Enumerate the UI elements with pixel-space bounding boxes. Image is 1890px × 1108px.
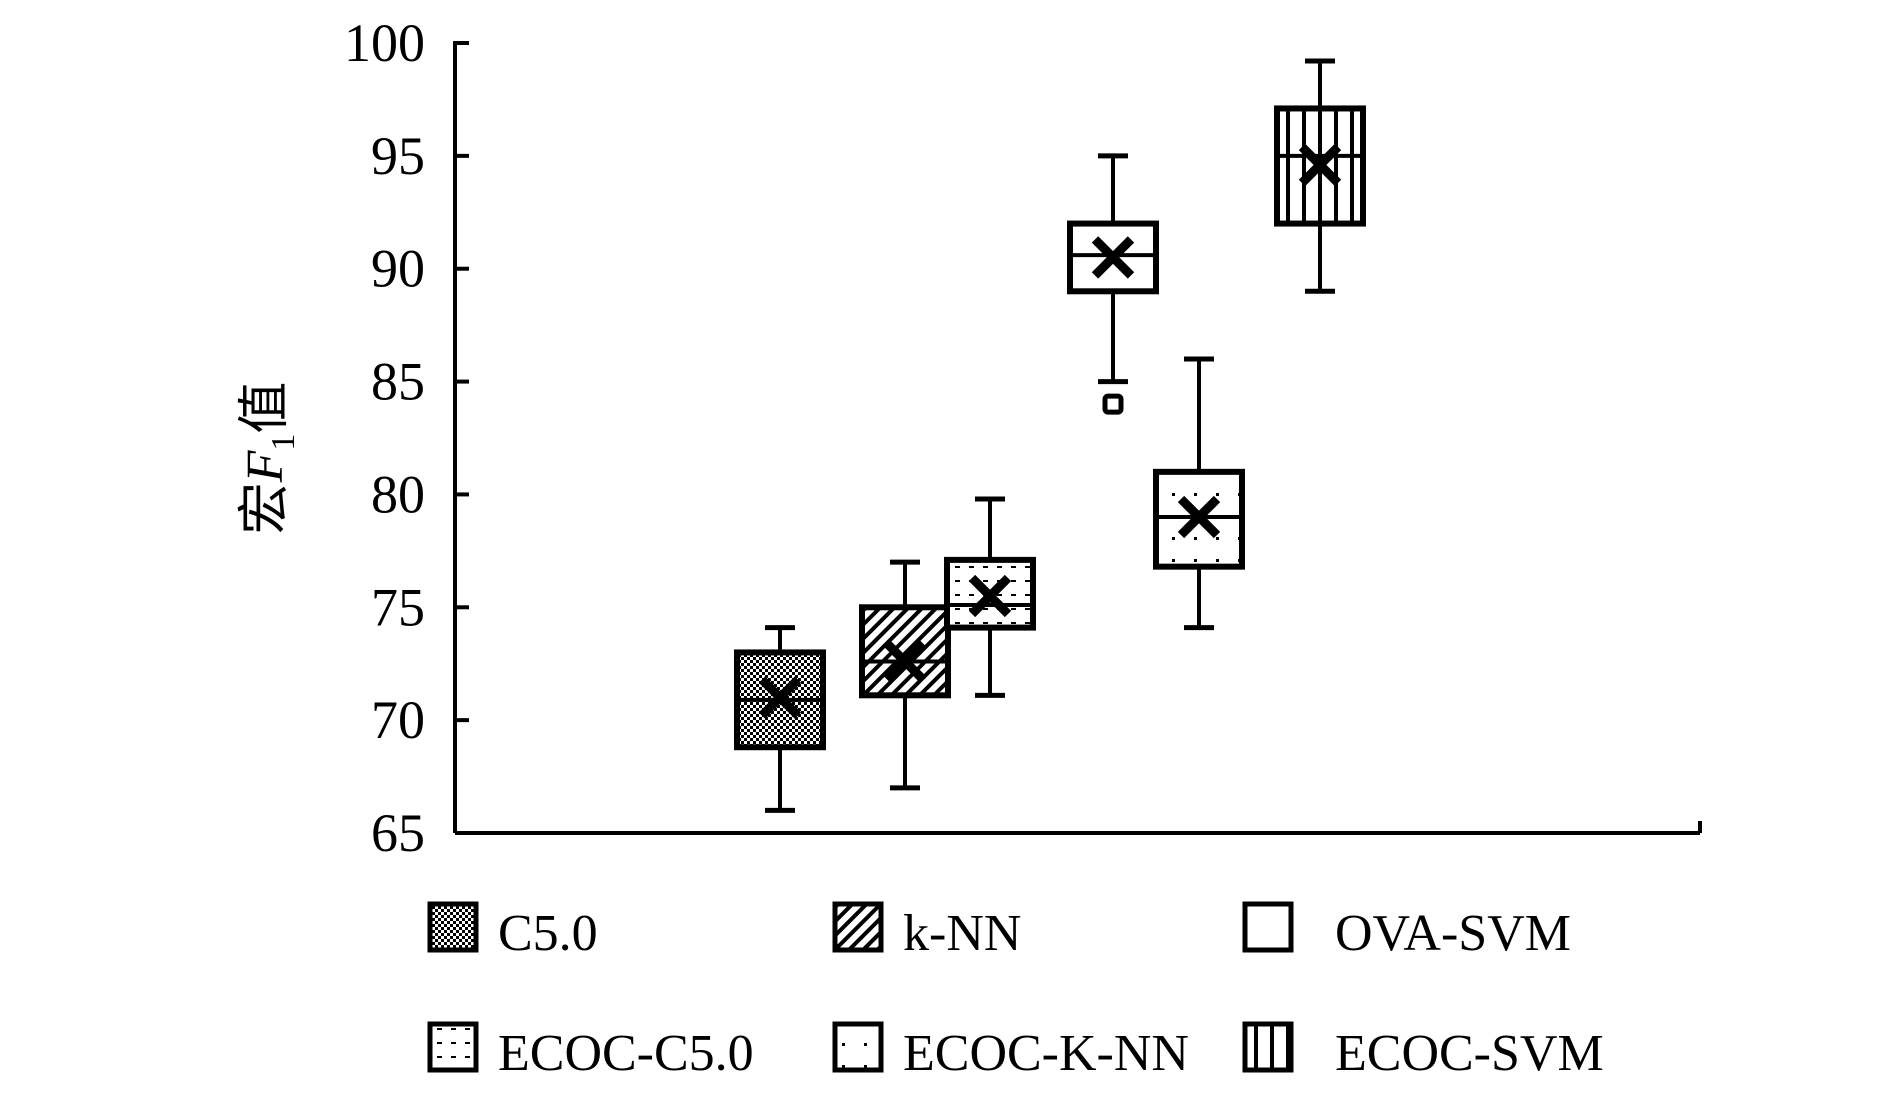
mean-marker-c5-0 bbox=[758, 676, 802, 719]
y-tick-label-75: 75 bbox=[371, 577, 425, 637]
legend-item-k-nn: k-NN bbox=[832, 901, 1021, 962]
mean-stroke-b-ecoc-svm bbox=[1298, 143, 1342, 187]
mean-stroke-b-ova-svm bbox=[1091, 236, 1135, 279]
y-tick-label-80: 80 bbox=[371, 464, 425, 524]
legend-item-ova-svm: OVA-SVM bbox=[1242, 901, 1571, 962]
legend-swatch-k-nn bbox=[832, 901, 884, 953]
y-tick-label-90: 90 bbox=[371, 239, 425, 299]
mean-marker-ova-svm bbox=[1091, 236, 1135, 279]
mean-marker-ecoc-k-nn bbox=[1177, 495, 1221, 539]
mean-marker-k-nn bbox=[883, 640, 927, 683]
mean-stroke-b-k-nn bbox=[883, 640, 927, 683]
legend-label-ecoc-c5-0: ECOC-C5.0 bbox=[498, 1025, 754, 1082]
legend-swatch-ova-svm bbox=[1242, 901, 1294, 953]
y-tick-label-85: 85 bbox=[371, 352, 425, 412]
box-ecoc-svm bbox=[1274, 58, 1366, 294]
legend-swatch-ecoc-svm bbox=[1242, 1021, 1294, 1073]
legend-item-ecoc-c5-0: ECOC-C5.0 bbox=[427, 1021, 754, 1082]
legend-item-ecoc-svm: ECOC-SVM bbox=[1242, 1021, 1604, 1082]
axes: 65 70 75 80 85 90 95 100 bbox=[344, 13, 1702, 863]
legend: C5.0 k-NN OVA-SVM ECOC-C5.0 ECOC-K-NN ECOC-SV… bbox=[427, 901, 1604, 1082]
y-axis-label: 宏F1值 bbox=[237, 382, 302, 535]
mean-stroke-b-ecoc-k-nn bbox=[1177, 495, 1221, 539]
outlier-ova-svm-0 bbox=[1102, 393, 1124, 415]
y-axis-label-part-2: F bbox=[237, 449, 294, 483]
legend-label-ecoc-k-nn: ECOC-K-NN bbox=[903, 1025, 1189, 1082]
box-c5-0 bbox=[734, 625, 826, 813]
mean-marker-ecoc-svm bbox=[1298, 143, 1342, 187]
mean-stroke-b-ecoc-c5-0 bbox=[968, 574, 1012, 618]
y-tick-label-95: 95 bbox=[371, 126, 425, 186]
mean-stroke-b-c5-0 bbox=[758, 676, 802, 719]
y-axis-label-part-3: 1 bbox=[265, 434, 302, 451]
legend-label-ecoc-svm: ECOC-SVM bbox=[1335, 1025, 1604, 1082]
legend-item-ecoc-k-nn: ECOC-K-NN bbox=[832, 1021, 1189, 1082]
legend-label-ova-svm: OVA-SVM bbox=[1335, 905, 1571, 962]
legend-swatch-c5-0 bbox=[427, 901, 479, 953]
legend-swatch-ecoc-k-nn bbox=[832, 1021, 884, 1073]
box-ecoc-c5-0 bbox=[944, 496, 1036, 698]
legend-label-k-nn: k-NN bbox=[903, 905, 1021, 962]
y-tick-label-100: 100 bbox=[344, 13, 425, 73]
y-tick-label-70: 70 bbox=[371, 690, 425, 750]
legend-item-c5-0: C5.0 bbox=[427, 901, 598, 962]
box-k-nn bbox=[859, 559, 951, 791]
box-ova-svm bbox=[1067, 153, 1159, 415]
legend-swatch-ecoc-c5-0 bbox=[427, 1021, 479, 1073]
y-axis-label-part-4: 值 bbox=[237, 382, 294, 434]
box-ecoc-k-nn bbox=[1153, 356, 1245, 631]
y-axis-label-part-1: 宏 bbox=[237, 482, 294, 534]
y-tick-label-65: 65 bbox=[371, 803, 425, 863]
box-series bbox=[734, 58, 1366, 813]
iqr-box-k-nn bbox=[859, 604, 951, 699]
mean-marker-ecoc-c5-0 bbox=[968, 574, 1012, 618]
legend-label-c5-0: C5.0 bbox=[498, 905, 598, 962]
